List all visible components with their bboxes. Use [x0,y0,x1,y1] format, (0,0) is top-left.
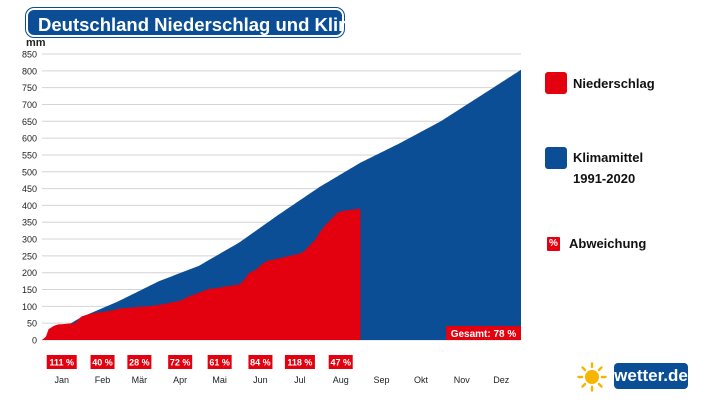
y-tick-label: 650 [22,117,37,127]
chart-title: Deutschland Niederschlag und Klima [26,8,365,37]
legend-deviation-label: Abweichung [569,236,647,251]
month-label: Feb [95,375,111,385]
y-tick-label: 800 [22,66,37,76]
deviation-badge [207,355,232,369]
month-label: Jun [253,375,268,385]
legend-climate-swatch [545,147,567,169]
legend-climate-label: Klimamittel [573,150,644,165]
deviation-label: 47 % [330,358,351,368]
precipitation-area [42,208,361,340]
deviation-label: 40 % [92,358,113,368]
deviation-label: 118 % [287,358,312,368]
deviation-badge [127,355,152,369]
month-label: Apr [173,375,187,385]
deviation-label: 28 % [129,358,150,368]
month-label: Okt [414,375,429,385]
month-label: Mai [212,375,227,385]
climate-mean-area [42,69,521,340]
legend-precip-label: Niederschlag [573,76,655,91]
deviation-badge [90,355,115,369]
y-tick-label: 150 [22,285,37,295]
y-tick-label: 500 [22,167,37,177]
y-tick-label: 750 [22,83,37,93]
y-tick-label: 700 [22,100,37,110]
y-tick-label: 350 [22,218,37,228]
y-tick-label: 850 [22,50,37,60]
y-tick-label: 200 [22,268,37,278]
y-tick-label: 50 [27,319,37,329]
month-label: Jan [54,375,69,385]
total-deviation-badge [446,326,521,340]
deviation-label: 111 % [49,358,74,368]
deviation-label: 72 % [170,358,191,368]
y-tick-label: 600 [22,134,37,144]
month-label: Dez [493,375,510,385]
sun-icon [577,362,607,392]
legend-climate-period: 1991-2020 [573,171,636,186]
y-axis-unit: mm [26,37,46,49]
brand-logo[interactable]: wetter.de [614,363,688,389]
y-tick-label: 400 [22,201,37,211]
y-tick-label: 550 [22,150,37,160]
y-tick-label: 100 [22,302,37,312]
legend-deviation-symbol: % [547,237,560,251]
month-label: Mär [132,375,148,385]
legend-precip-swatch [545,72,567,94]
month-label: Nov [454,375,471,385]
deviation-badge [46,355,77,369]
month-label: Sep [374,375,390,385]
deviation-badge [248,355,273,369]
y-tick-label: 300 [22,235,37,245]
y-tick-label: 450 [22,184,37,194]
y-tick-label: 0 [32,336,37,346]
month-label: Jul [294,375,306,385]
deviation-badge [328,355,353,369]
deviation-label: 84 % [250,358,271,368]
total-deviation-label: Gesamt: 78 % [451,329,517,340]
deviation-badge [168,355,193,369]
y-tick-label: 250 [22,251,37,261]
month-label: Aug [333,375,349,385]
deviation-label: 61 % [209,358,230,368]
deviation-badge [284,355,315,369]
